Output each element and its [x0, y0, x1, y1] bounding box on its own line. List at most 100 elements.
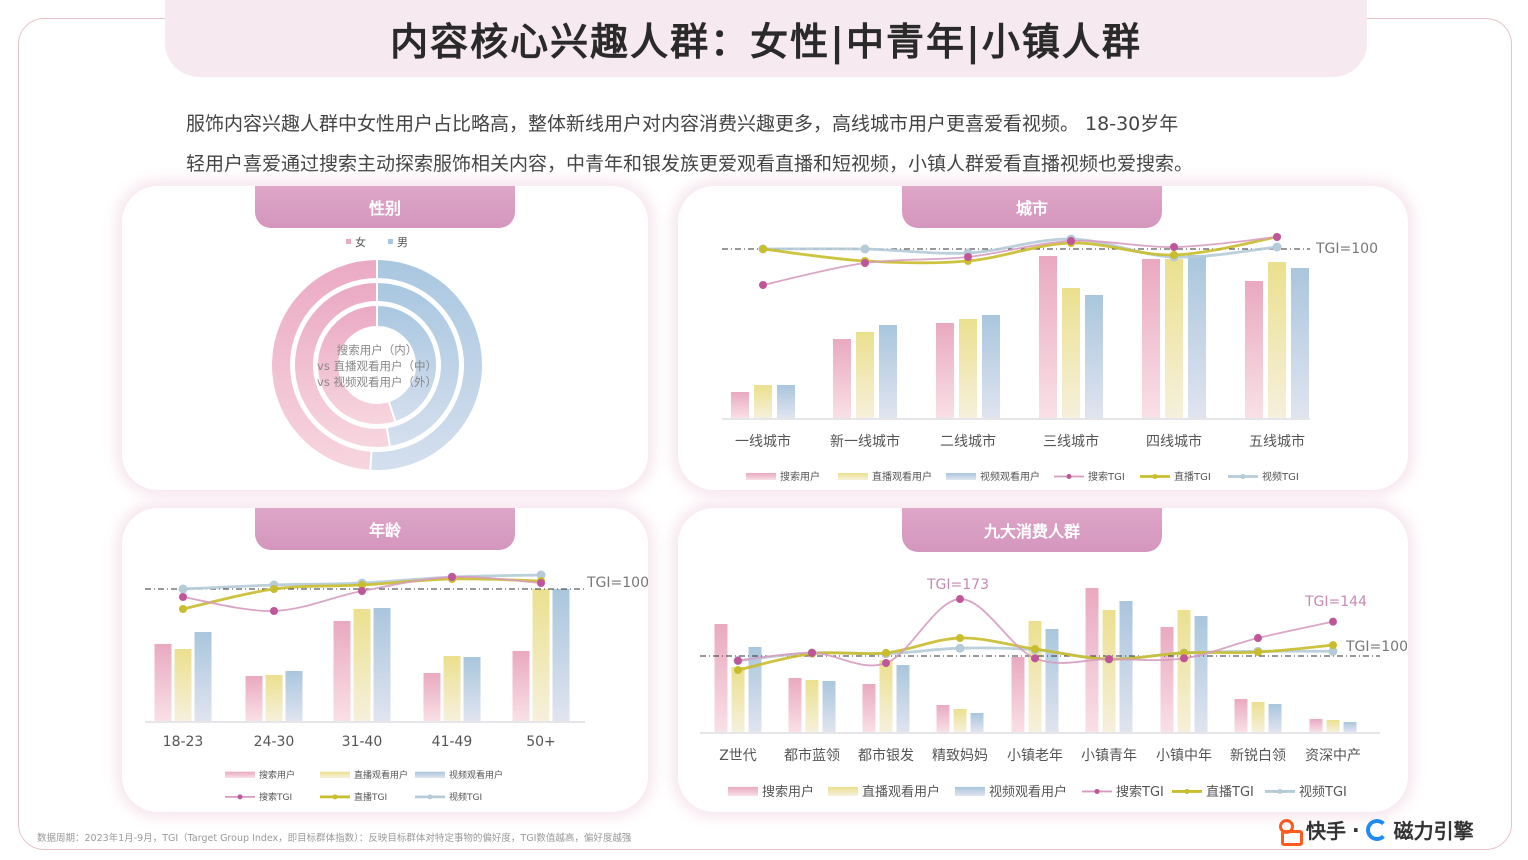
legend-marker: [427, 794, 433, 800]
category-label: 都市银发: [858, 747, 914, 764]
age-panel: 年龄 TGI=100 18-23 24-30 31-40 41-49 50+ 搜索用户 直播观…: [122, 508, 649, 812]
gender-panel: 性别 搜索用户（内） vs 直播观看用户（中） vs 视频观看用户（外） 女 男: [122, 186, 648, 490]
tgi-point-search: [537, 579, 545, 587]
legend-marker: [1240, 474, 1246, 479]
tgi-point-video: [1272, 242, 1282, 252]
bar-live: [265, 675, 283, 721]
legend-label: 直播TGI: [354, 791, 387, 803]
legend-swatch-video: [955, 786, 985, 796]
bar-search: [423, 673, 441, 721]
cili-logo-icon: [1365, 818, 1388, 841]
bar-search: [1011, 657, 1025, 732]
legend-label: 直播观看用户: [872, 470, 932, 483]
legend-label: 直播观看用户: [862, 784, 940, 800]
bar-live: [443, 656, 461, 721]
bar-live: [174, 649, 192, 721]
bar-search: [333, 621, 351, 721]
bar-search: [936, 323, 954, 418]
chart-2: TGI=100 18-23 24-30 31-40 41-49 50+ 搜索用户 直播观看用户…: [145, 570, 649, 803]
page-title: 内容核心兴趣人群：女性|中青年|小镇人群: [390, 20, 1142, 64]
tgi-point-search: [1067, 237, 1075, 245]
reference-line-label: TGI=100: [1315, 241, 1378, 257]
tgi-line-search: [762, 236, 1278, 286]
bar-search: [1234, 699, 1248, 732]
bar-live: [953, 709, 967, 732]
bar-video: [1194, 616, 1208, 732]
category-label: 小镇中年: [1156, 748, 1212, 764]
bar-live: [805, 680, 819, 732]
bar-video: [1188, 255, 1206, 418]
bar-search: [1160, 627, 1174, 732]
tgi-point-search: [1180, 654, 1188, 663]
bar-live: [1062, 288, 1080, 418]
bar-search: [1142, 259, 1160, 418]
bar-video: [373, 608, 391, 721]
tgi-line-video: [762, 237, 1278, 259]
legend-label: 视频TGI: [1262, 470, 1299, 483]
legend-label: 视频观看用户: [989, 784, 1067, 800]
category-label: 24-30: [254, 734, 295, 750]
category-label: 50+: [526, 734, 556, 750]
legend-label: 搜索用户: [780, 470, 820, 483]
bar-live: [1268, 262, 1286, 418]
gender-donut-chart: 搜索用户（内） vs 直播观看用户（中） vs 视频观看用户（外） 女 男: [270, 235, 484, 472]
donut-slice-male: [376, 303, 438, 424]
legend-label: 女: [355, 235, 366, 249]
tgi-point-video: [178, 584, 188, 594]
tgi-point-live: [1254, 648, 1262, 657]
donut-center-label: vs 视频观看用户（外）: [317, 375, 437, 389]
tgi-point-video: [1328, 646, 1338, 656]
legend-label: 直播TGI: [1206, 785, 1254, 800]
consumer-groups-panel: 九大消费人群 TGI=100 Z世代 都市蓝领 都市银发 精致妈妈 小镇老年 小镇青年 小镇中…: [678, 508, 1408, 812]
tgi-line-search: [737, 598, 1334, 667]
bar-live: [754, 385, 772, 418]
legend-marker: [237, 794, 243, 800]
bar-video: [1085, 295, 1103, 418]
category-label: 一线城市: [735, 433, 791, 450]
bar-video: [285, 671, 303, 721]
tgi-point-search: [734, 656, 742, 665]
bar-live: [1028, 621, 1042, 732]
category-label: 小镇老年: [1007, 748, 1063, 764]
bar-search: [1309, 719, 1323, 732]
bar-live: [856, 332, 874, 418]
city-panel: 城市 TGI=100 一线城市 新一线城市 二线城市 三线城市 四线城市 五线城市 搜索用户 直…: [678, 186, 1408, 490]
bar-video: [552, 589, 570, 721]
category-label: 五线城市: [1249, 433, 1305, 450]
tgi-point-search: [759, 281, 767, 289]
bar-search: [862, 684, 876, 732]
bar-video: [463, 657, 481, 721]
legend-label: 男: [397, 236, 408, 249]
category-label: 三线城市: [1043, 433, 1099, 450]
tgi-line-live: [762, 235, 1278, 265]
tgi-point-live: [358, 581, 366, 589]
category-label: 31-40: [342, 734, 383, 750]
legend-swatch-video: [415, 771, 445, 778]
bar-live: [1326, 720, 1340, 732]
legend-label: 视频TGI: [449, 791, 482, 803]
legend-marker: [1152, 474, 1158, 479]
donut-slice-female: [293, 280, 392, 449]
category-label: 四线城市: [1146, 433, 1202, 450]
bar-search: [833, 339, 851, 418]
bar-search: [512, 651, 530, 721]
tgi-point-live: [1031, 644, 1039, 653]
bar-search: [245, 676, 263, 721]
bar-search: [1245, 281, 1263, 418]
legend-label: 视频观看用户: [980, 470, 1040, 483]
reference-line-label: TGI=100: [1345, 639, 1408, 655]
legend-label: 搜索用户: [762, 784, 814, 800]
legend-label: 搜索TGI: [1116, 785, 1164, 800]
legend-swatch-search: [746, 473, 776, 480]
bar-live: [1251, 702, 1265, 732]
tgi-point-search: [882, 659, 890, 668]
legend-marker: [1094, 788, 1100, 794]
legend-label: 视频TGI: [1299, 785, 1347, 800]
category-label: 新一线城市: [830, 433, 900, 450]
tgi-point-search: [179, 593, 187, 601]
tgi-point-live: [1170, 251, 1178, 259]
tgi-point-search: [1273, 233, 1281, 241]
category-label: Z世代: [719, 748, 757, 764]
annotation-label: TGI=173: [926, 577, 989, 593]
bar-video: [1291, 268, 1309, 418]
